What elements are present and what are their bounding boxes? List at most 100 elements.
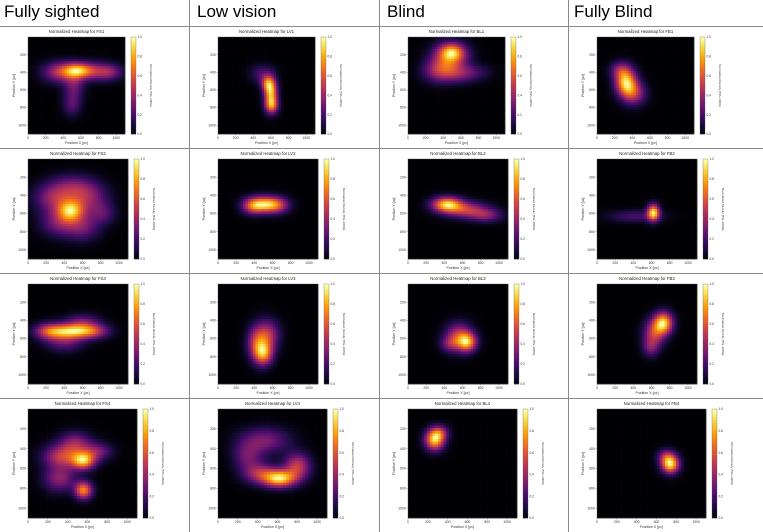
- density-cell: [278, 66, 282, 69]
- density-cell: [98, 66, 102, 69]
- density-cell: [259, 100, 262, 103]
- density-cell: [71, 117, 75, 120]
- density-cell: [232, 46, 236, 50]
- density-cell: [312, 49, 316, 52]
- density-cell: [295, 129, 299, 132]
- density-cell: [461, 80, 465, 84]
- density-cell: [483, 63, 486, 67]
- density-cell: [458, 87, 462, 91]
- colorbar-segment: [131, 61, 136, 64]
- density-cell: [449, 75, 452, 79]
- density-cell: [237, 117, 241, 120]
- density-cell: [437, 66, 440, 69]
- density-cell: [66, 37, 70, 40]
- plot-frame: [217, 36, 316, 135]
- density-cell: [300, 121, 304, 125]
- density-cell: [483, 129, 486, 132]
- density-cell: [242, 78, 246, 81]
- density-cell: [103, 95, 106, 98]
- density-cell: [95, 56, 99, 60]
- density-cell: [439, 117, 443, 120]
- density-cell: [432, 124, 436, 128]
- density-cell: [478, 56, 482, 60]
- density-cell: [475, 102, 479, 106]
- density-cell: [254, 80, 258, 84]
- density-cell: [310, 117, 313, 120]
- density-cell: [454, 53, 457, 57]
- density-cell: [473, 51, 477, 55]
- density-cell: [432, 68, 436, 72]
- density-cell: [218, 97, 221, 101]
- density-cell: [42, 87, 46, 91]
- plot-title: Normalized Heatmap for FS1: [49, 29, 105, 34]
- density-cell: [40, 131, 43, 135]
- density-cell: [283, 109, 287, 113]
- density-cell: [415, 87, 419, 91]
- density-cell: [471, 102, 474, 106]
- density-cell: [410, 109, 414, 113]
- density-cell: [242, 102, 246, 106]
- density-cell: [244, 124, 248, 128]
- density-cell: [35, 107, 39, 111]
- density-cell: [463, 95, 467, 98]
- density-cell: [227, 102, 231, 106]
- density-cell: [298, 53, 301, 57]
- plot-frame: [27, 36, 126, 135]
- density-cell: [408, 131, 411, 135]
- density-cell: [120, 85, 123, 89]
- density-cell: [273, 92, 277, 96]
- density-cell: [83, 102, 87, 106]
- density-cell: [259, 53, 262, 57]
- density-cell: [105, 44, 109, 48]
- density-cell: [454, 117, 457, 120]
- density-cell: [281, 63, 284, 67]
- density-cell: [271, 126, 275, 130]
- density-cell: [264, 63, 267, 67]
- density-cell: [47, 90, 51, 94]
- colorbar-segment: [131, 63, 136, 67]
- density-cell: [52, 121, 56, 125]
- density-cell: [57, 97, 60, 101]
- density-cell: [283, 75, 287, 79]
- density-cell: [458, 63, 462, 67]
- density-cell: [490, 73, 494, 77]
- density-cell: [268, 53, 272, 57]
- density-cell: [239, 80, 243, 84]
- density-cell: [225, 83, 229, 86]
- density-cell: [415, 85, 419, 89]
- density-cell: [480, 58, 484, 62]
- density-cell: [290, 53, 294, 57]
- density-cell: [254, 107, 258, 111]
- density-cell: [98, 70, 102, 74]
- density-cell: [249, 49, 253, 52]
- density-cell: [273, 87, 277, 91]
- density-cell: [230, 61, 233, 65]
- density-cell: [495, 37, 499, 40]
- density-cell: [500, 61, 503, 65]
- density-cell: [497, 124, 501, 128]
- density-cell: [451, 51, 455, 55]
- density-cell: [488, 68, 491, 72]
- density-cell: [439, 75, 443, 79]
- density-cell: [239, 39, 243, 43]
- density-cell: [35, 63, 39, 67]
- density-cell: [98, 121, 102, 125]
- density-cell: [247, 124, 250, 128]
- density-cell: [222, 124, 226, 128]
- density-cell: [278, 80, 282, 84]
- density-cell: [312, 73, 316, 77]
- colorbar-frame: [320, 36, 327, 135]
- density-cell: [305, 78, 309, 81]
- density-cell: [103, 119, 106, 123]
- density-cell: [483, 104, 486, 108]
- colorbar-segment: [131, 37, 136, 40]
- density-cell: [444, 68, 448, 72]
- density-cell: [490, 121, 494, 125]
- density-cell: [44, 119, 48, 123]
- density-cell: [120, 39, 123, 43]
- density-cell: [410, 107, 414, 111]
- colorbar-segment: [321, 56, 326, 60]
- density-cell: [312, 85, 316, 89]
- density-cell: [266, 92, 270, 96]
- density-cell: [232, 107, 236, 111]
